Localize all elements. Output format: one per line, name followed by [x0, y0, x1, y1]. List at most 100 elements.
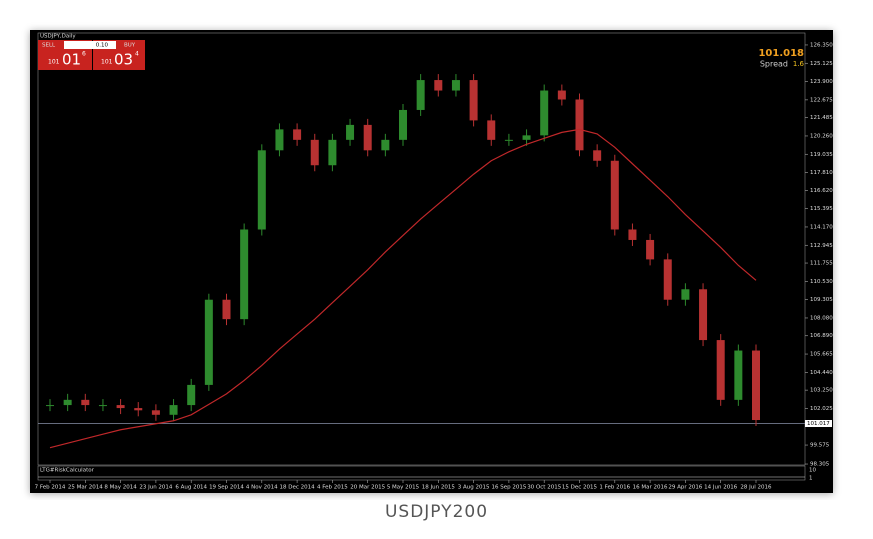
y-tick-label: 99.575: [810, 443, 830, 449]
indicator-panel: [37, 465, 806, 481]
x-tick-label: 29 Apr 2016: [668, 485, 703, 491]
x-tick-label: 7 Feb 2014: [35, 485, 66, 491]
candle: [610, 160, 619, 230]
current-price-label: 101.017: [807, 421, 830, 427]
y-tick-label: 121.485: [810, 115, 833, 121]
buy-mid: 03: [114, 51, 133, 69]
sell-small: 6: [82, 51, 86, 58]
x-tick-label: 4 Feb 2015: [317, 485, 348, 491]
candle: [681, 289, 690, 300]
spread-label: Spread: [760, 60, 788, 69]
candle: [293, 129, 302, 140]
x-tick-label: 19 Sep 2014: [209, 485, 244, 491]
y-tick-label: 119.035: [810, 152, 833, 158]
x-tick-label: 15 Dec 2015: [562, 485, 598, 491]
candle: [151, 410, 160, 415]
candle: [257, 150, 266, 230]
x-tick-label: 25 Mar 2014: [68, 485, 103, 491]
chart: USDJPY,Daily SELL BUY 0.10 101 01 6 10 1 …: [30, 30, 833, 493]
y-tick-label: 111.755: [810, 261, 833, 267]
candle: [169, 405, 178, 415]
candle: [81, 399, 90, 406]
y-tick-label: 116.620: [810, 188, 833, 194]
candle: [487, 120, 496, 140]
candle: [504, 139, 513, 141]
y-tick-label: 122.675: [810, 97, 833, 103]
candle: [346, 124, 355, 140]
candle: [646, 239, 655, 260]
x-tick-label: 6 Aug 2014: [175, 485, 207, 491]
x-tick-label: 30 Oct 2015: [527, 485, 562, 491]
lot-box[interactable]: [64, 41, 116, 49]
y-tick-label: 104.440: [810, 370, 833, 376]
x-tick-label: 14 Jun 2016: [704, 485, 738, 491]
y-tick-label: 114.170: [810, 224, 833, 230]
candle: [416, 80, 425, 110]
y-tick-label: 105.665: [810, 352, 833, 358]
y-tick-label: 106.890: [810, 333, 833, 339]
candle: [699, 289, 708, 341]
y-tick-label: 109.305: [810, 297, 833, 303]
y-tick-label: 120.260: [810, 133, 833, 139]
candle: [522, 135, 531, 140]
y-tick-label: 102.025: [810, 406, 833, 412]
caption: USDJPY200: [384, 502, 489, 522]
y-tick-label: 103.250: [810, 388, 833, 394]
quote: 101.018: [758, 48, 804, 59]
sell-mid: 01: [62, 51, 81, 69]
candle: [451, 80, 460, 91]
candle: [275, 129, 284, 151]
lot-value[interactable]: 0.10: [96, 43, 109, 49]
y-tick-label: 115.395: [810, 206, 833, 212]
x-tick-label: 1 Feb 2016: [599, 485, 630, 491]
candle: [575, 99, 584, 151]
y-tick-label: 112.945: [810, 243, 833, 249]
plot-border: [37, 32, 806, 466]
candle: [116, 405, 125, 409]
spread-value: 1.6: [793, 60, 805, 68]
buy-label[interactable]: BUY: [124, 43, 136, 49]
indicator-tick: 1: [809, 476, 813, 482]
x-tick-label: 16 Mar 2016: [633, 485, 668, 491]
candle: [663, 259, 672, 300]
x-tick-label: 3 Aug 2015: [458, 485, 490, 491]
candle: [98, 405, 107, 407]
candle: [734, 350, 743, 400]
y-tick-label: 123.900: [810, 79, 833, 85]
candle: [204, 299, 213, 385]
candle: [328, 139, 337, 166]
candle: [381, 139, 390, 151]
candle: [187, 384, 196, 406]
candle: [310, 139, 319, 166]
candle: [593, 150, 602, 161]
candle: [134, 408, 143, 411]
y-tick-label: 98.305: [810, 462, 830, 468]
y-tick-label: 125.125: [810, 61, 833, 67]
y-tick-label: 108.080: [810, 315, 833, 321]
y-tick-label: 117.810: [810, 170, 833, 176]
x-tick-label: 16 Sep 2015: [491, 485, 526, 491]
indicator-tick: 10: [809, 468, 816, 474]
sell-label[interactable]: SELL: [42, 43, 56, 49]
candle: [434, 80, 443, 91]
indicator-label: LTG#RiskCalculator: [40, 468, 95, 474]
candle: [469, 80, 478, 121]
candle: [557, 90, 566, 100]
buy-small: 4: [135, 51, 139, 58]
candle: [628, 229, 637, 240]
symbol-label: USDJPY,Daily: [40, 34, 76, 40]
moving-average: [49, 128, 757, 449]
sell-big: 101: [48, 59, 60, 66]
candle: [363, 124, 372, 151]
y-tick-label: 110.530: [810, 279, 833, 285]
x-tick-label: 8 May 2014: [104, 485, 137, 491]
buy-big: 101: [101, 59, 113, 66]
x-tick-label: 28 Jul 2016: [740, 485, 772, 491]
current-price-box: [805, 420, 832, 428]
x-tick-label: 18 Dec 2014: [280, 485, 316, 491]
x-tick-label: 5 May 2015: [387, 485, 420, 491]
candle: [399, 109, 407, 140]
y-tick-label: 126.350: [810, 42, 833, 48]
candle: [222, 299, 231, 320]
candle: [752, 350, 760, 421]
